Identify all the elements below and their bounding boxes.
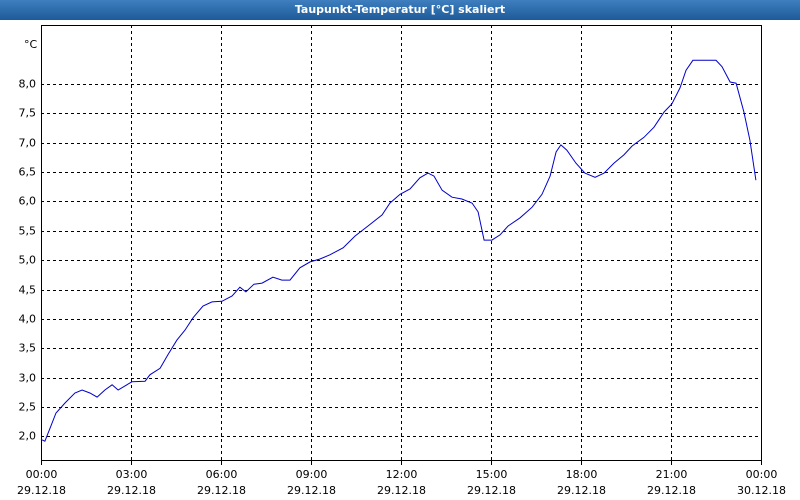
x-tick-label: 06:00 [206,468,238,481]
y-tick-label: 4,0 [19,313,37,326]
x-tick-date: 29.12.18 [17,484,66,497]
y-tick-label: 8,0 [19,78,37,91]
y-tick-label: 6,0 [19,195,37,208]
x-tick-label: 15:00 [476,468,508,481]
y-tick-label: 2,0 [19,430,37,443]
chart: °C 2,0 2,5 3,0 3,5 4,0 4,5 5,0 5,5 6,0 6,5 7,0 7,5 8… [17,25,786,497]
x-tick-date: 29.12.18 [107,484,156,497]
y-tick-label: 6,5 [19,166,37,179]
x-tick-label: 00:00 [26,468,58,481]
y-unit: °C [24,38,38,51]
x-tick-date: 29.12.18 [287,484,336,497]
x-tick-date: 29.12.18 [557,484,606,497]
y-tick-label: 7,5 [19,107,37,120]
y-tick-label: 2,5 [19,401,37,414]
y-tick-label: 5,5 [19,225,37,238]
x-tick-date: 29.12.18 [467,484,516,497]
y-tick-label: 7,0 [19,137,37,150]
x-tick-date: 29.12.18 [377,484,426,497]
x-tick-date: 30.12.18 [737,484,786,497]
x-tick-date: 29.12.18 [647,484,696,497]
plot-frame [41,25,762,461]
y-tick-label: 3,0 [19,372,37,385]
x-tick-label: 03:00 [116,468,148,481]
y-tick-label: 4,5 [19,284,37,297]
x-tick-label: 00:00 [746,468,778,481]
x-tick-label: 12:00 [386,468,418,481]
title-bar: Taupunkt-Temperatur [°C] skaliert [0,0,800,20]
data-line [40,59,757,442]
y-tick-label: 3,5 [19,342,37,355]
y-tick-label: 5,0 [19,254,37,267]
x-tick-date: 29.12.18 [197,484,246,497]
x-tick-label: 18:00 [566,468,598,481]
x-tick-label: 21:00 [656,468,688,481]
x-tick-label: 09:00 [296,468,328,481]
